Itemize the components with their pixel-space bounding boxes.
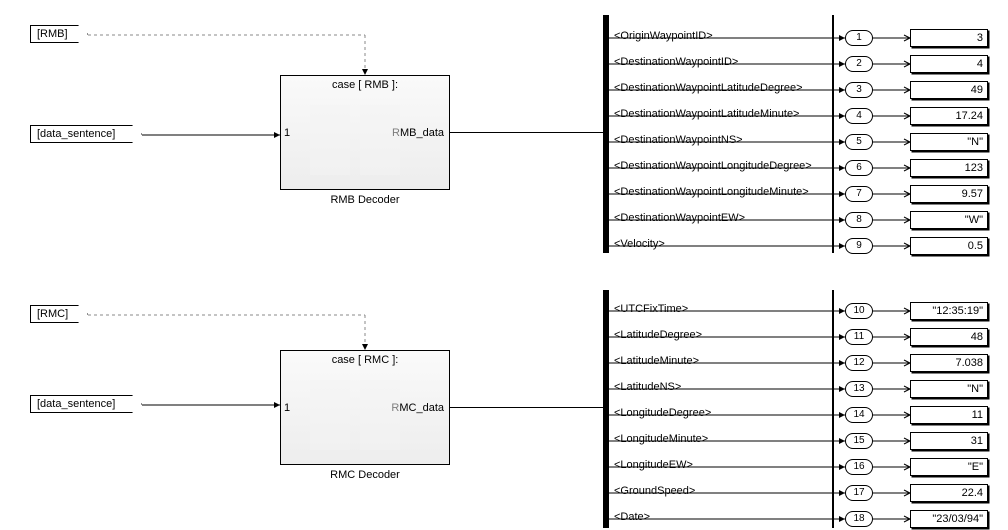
rmc-signal-6: <LongitudeEW>: [614, 459, 693, 471]
rmb-display-8[interactable]: "W": [910, 211, 988, 229]
rmc-from-tag[interactable]: [RMC]: [30, 305, 88, 323]
rmb-mux: [832, 15, 834, 253]
rmb-signal-8: <Velocity>: [614, 238, 665, 250]
rmc-signal-8: <Date>: [614, 511, 650, 523]
rmc-display-17[interactable]: 22.4: [910, 484, 988, 502]
rmc-decoder-label: RMC Decoder: [280, 469, 450, 481]
rmc-signal-0: <UTCFixTime>: [614, 303, 688, 315]
rmb-signal-0: <OriginWaypointID>: [614, 30, 713, 42]
rmb-outport-2[interactable]: 2: [845, 56, 873, 72]
rmc-outport-16[interactable]: 16: [845, 459, 873, 475]
rmc-display-15[interactable]: 31: [910, 432, 988, 450]
rmb-outport-6[interactable]: 6: [845, 160, 873, 176]
rmc-outport-18[interactable]: 18: [845, 511, 873, 527]
rmb-from-tag[interactable]: [RMB]: [30, 25, 88, 43]
rmb-demux[interactable]: [603, 15, 609, 253]
rmc-signal-7: <GroundSpeed>: [614, 485, 695, 497]
rmb-outport-7[interactable]: 7: [845, 186, 873, 202]
rmb-signal-6: <DestinationWaypointLongitudeMinute>: [614, 186, 809, 198]
rmc-display-12[interactable]: 7.038: [910, 354, 988, 372]
rmb-signal-4: <DestinationWaypointNS>: [614, 134, 743, 146]
rmb-decoder-label: RMB Decoder: [280, 194, 450, 206]
rmb-signal-1: <DestinationWaypointID>: [614, 56, 738, 68]
rmb-display-2[interactable]: 4: [910, 55, 988, 73]
rmc-mux: [832, 290, 834, 528]
rmc-display-11[interactable]: 48: [910, 328, 988, 346]
rmb-display-1[interactable]: 3: [910, 29, 988, 47]
rmc-outport-15[interactable]: 15: [845, 433, 873, 449]
rmc-decoder-title: case [ RMC ]:: [280, 354, 450, 366]
rmc-demux[interactable]: [603, 290, 609, 528]
rmc-data-sentence-tag[interactable]: [data_sentence]: [30, 395, 142, 413]
rmc-display-16[interactable]: "E": [910, 458, 988, 476]
rmc-outport-12[interactable]: 12: [845, 355, 873, 371]
rmc-display-10[interactable]: "12:35:19": [910, 302, 988, 320]
rmc-display-18[interactable]: "23/03/94": [910, 510, 988, 528]
rmb-signal-3: <DestinationWaypointLatitudeMinute>: [614, 108, 800, 120]
rmc-outport-10[interactable]: 10: [845, 303, 873, 319]
rmc-outport-17[interactable]: 17: [845, 485, 873, 501]
rmb-decoder-title: case [ RMB ]:: [280, 79, 450, 91]
rmc-display-14[interactable]: 11: [910, 406, 988, 424]
rmb-outport-3[interactable]: 3: [845, 82, 873, 98]
rmb-outport-5[interactable]: 5: [845, 134, 873, 150]
rmc-outport-11[interactable]: 11: [845, 329, 873, 345]
rmb-display-4[interactable]: 17.24: [910, 107, 988, 125]
rmc-signal-1: <LatitudeDegree>: [614, 329, 702, 341]
rmb-outport-8[interactable]: 8: [845, 212, 873, 228]
rmb-signal-7: <DestinationWaypointEW>: [614, 212, 745, 224]
rmc-outport-14[interactable]: 14: [845, 407, 873, 423]
rmb-signal-2: <DestinationWaypointLatitudeDegree>: [614, 82, 803, 94]
rmb-signal-5: <DestinationWaypointLongitudeDegree>: [614, 160, 812, 172]
rmb-display-5[interactable]: "N": [910, 133, 988, 151]
rmc-outport-13[interactable]: 13: [845, 381, 873, 397]
rmc-signal-4: <LongitudeDegree>: [614, 407, 711, 419]
rmb-display-9[interactable]: 0.5: [910, 237, 988, 255]
rmb-outport-1[interactable]: 1: [845, 30, 873, 46]
rmc-signal-2: <LatitudeMinute>: [614, 355, 699, 367]
rmb-outport-4[interactable]: 4: [845, 108, 873, 124]
rmb-display-6[interactable]: 123: [910, 159, 988, 177]
rmc-signal-3: <LatitudeNS>: [614, 381, 681, 393]
rmc-display-13[interactable]: "N": [910, 380, 988, 398]
rmc-signal-5: <LongitudeMinute>: [614, 433, 708, 445]
rmb-display-7[interactable]: 9.57: [910, 185, 988, 203]
rmb-display-3[interactable]: 49: [910, 81, 988, 99]
rmb-data-sentence-tag[interactable]: [data_sentence]: [30, 125, 142, 143]
rmb-outport-9[interactable]: 9: [845, 238, 873, 254]
